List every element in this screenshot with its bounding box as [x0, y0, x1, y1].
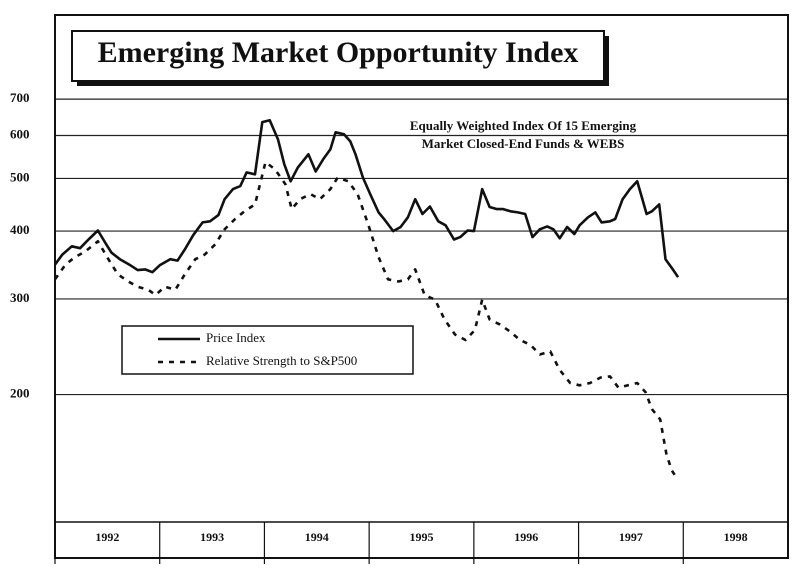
plot-lines — [53, 118, 680, 478]
x-tick-label: 1995 — [410, 530, 434, 544]
y-tick-label: 300 — [10, 290, 30, 305]
legend-label: Relative Strength to S&P500 — [206, 353, 357, 368]
x-tick-label: 1996 — [514, 530, 538, 544]
annotation: Market Closed-End Funds & WEBS — [422, 136, 625, 151]
series-line — [53, 160, 678, 478]
series-line — [53, 118, 680, 278]
legend-box — [121, 325, 414, 375]
legend: Price Index Relative Strength to S&P500 — [158, 330, 357, 368]
x-tick-label: 1993 — [200, 530, 224, 544]
y-tick-label: 400 — [10, 222, 30, 237]
annotation: Equally Weighted Index Of 15 Emerging — [410, 118, 637, 133]
y-tick-label: 700 — [10, 90, 30, 105]
chart-title: Emerging Market Opportunity Index — [98, 36, 579, 69]
x-tick-label: 1994 — [305, 530, 329, 544]
x-tick-label: 1998 — [724, 530, 748, 544]
y-tick-label: 200 — [10, 386, 30, 401]
x-tick-label: 1992 — [95, 530, 119, 544]
y-tick-label: 600 — [10, 126, 30, 141]
plot-frame — [54, 14, 789, 559]
x-tick-label: 1997 — [619, 530, 643, 544]
legend-label: Price Index — [206, 330, 266, 345]
y-tick-label: 500 — [10, 169, 30, 184]
title-box — [71, 30, 605, 82]
grid — [55, 98, 788, 396]
